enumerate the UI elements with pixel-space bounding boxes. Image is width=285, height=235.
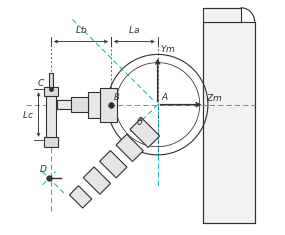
Polygon shape <box>130 118 160 148</box>
Bar <box>71 97 87 112</box>
Text: $A$: $A$ <box>161 91 169 102</box>
Polygon shape <box>116 134 143 161</box>
Text: $C$: $C$ <box>37 77 45 88</box>
Text: $Lc$: $Lc$ <box>22 109 34 120</box>
Text: $B$: $B$ <box>113 91 120 102</box>
Bar <box>46 94 56 140</box>
Polygon shape <box>100 151 127 178</box>
Text: $D$: $D$ <box>39 163 47 174</box>
Bar <box>44 87 58 97</box>
Text: $La$: $La$ <box>128 24 140 35</box>
Bar <box>87 92 100 118</box>
Text: $Zm$: $Zm$ <box>205 92 222 103</box>
Bar <box>100 88 117 121</box>
Text: $Ym$: $Ym$ <box>160 43 176 54</box>
Bar <box>57 100 111 109</box>
Bar <box>44 137 58 147</box>
Polygon shape <box>70 186 92 208</box>
Bar <box>203 22 255 223</box>
Text: $\theta$: $\theta$ <box>136 115 144 127</box>
Bar <box>203 8 241 22</box>
Text: $Lb$: $Lb$ <box>75 24 87 35</box>
Bar <box>49 73 53 87</box>
Polygon shape <box>83 167 111 194</box>
